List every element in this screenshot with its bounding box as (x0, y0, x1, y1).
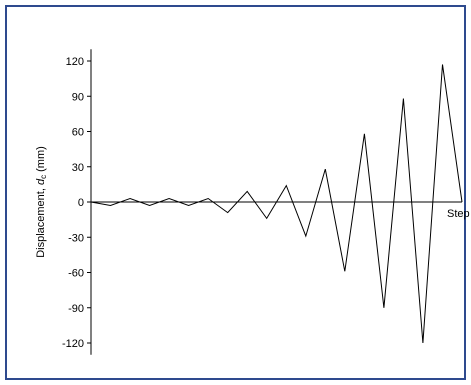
chart-frame (5, 5, 466, 380)
y-axis-label-unit: (mm) (35, 146, 47, 175)
y-tick-label: -60 (68, 268, 84, 280)
y-tick-label: -120 (62, 338, 84, 350)
y-tick-label: 120 (66, 56, 84, 68)
y-tick-label: 30 (72, 162, 84, 174)
y-axis-label-text: Displacement, (35, 185, 47, 258)
y-tick-label: -30 (68, 232, 84, 244)
y-axis-label: Displacement, dc (mm) (35, 146, 48, 258)
y-tick-label: 0 (78, 197, 84, 209)
y-tick-label: -90 (68, 303, 84, 315)
y-ticks: 120 90 60 30 0 -30 -60 -90 -120 (62, 56, 91, 350)
y-tick-label: 90 (72, 91, 84, 103)
y-axis-label-symbol: d (35, 178, 47, 185)
y-axis-label-subscript: c (39, 175, 48, 179)
series-line (90, 64, 463, 344)
x-axis-label: Step (447, 208, 470, 220)
y-tick-label: 60 (72, 127, 84, 139)
